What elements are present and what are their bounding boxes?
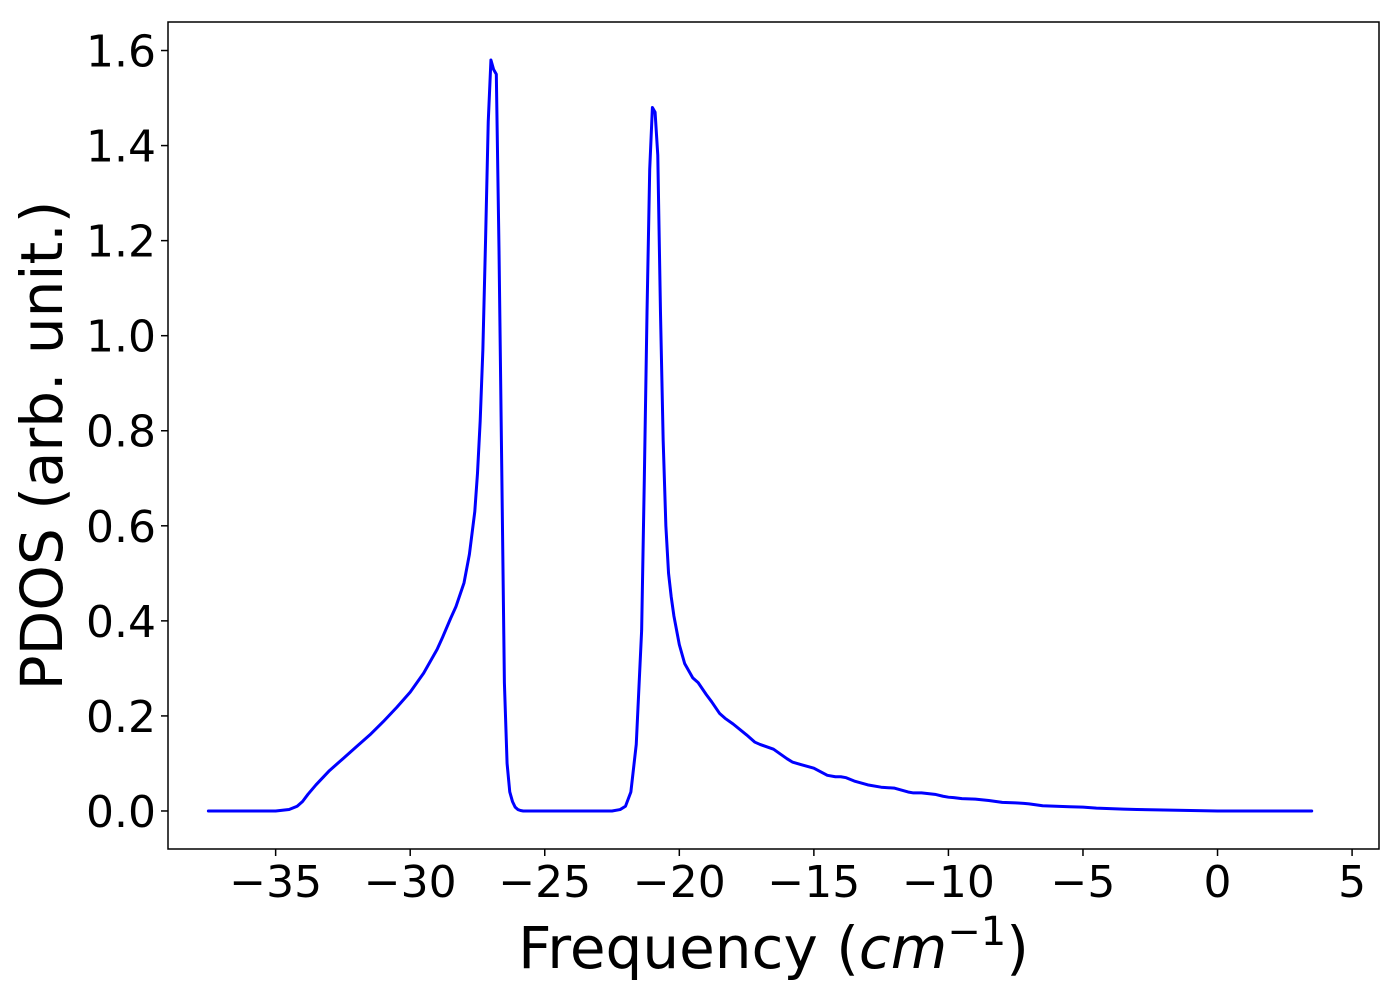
y-tick-label: 1.6 xyxy=(86,27,156,78)
x-tick-label: −10 xyxy=(902,857,995,908)
y-tick-label: 1.2 xyxy=(86,217,156,268)
x-tick-label: −5 xyxy=(1051,857,1116,908)
y-tick-label: 0.8 xyxy=(86,407,156,458)
y-tick-label: 0.2 xyxy=(86,692,156,743)
x-axis-label: Frequency (cm−1) xyxy=(518,909,1029,982)
plot-frame xyxy=(167,21,1380,850)
y-tick-label: 0.6 xyxy=(86,502,156,553)
y-tick-label: 1.0 xyxy=(86,312,156,363)
pdos-series-line xyxy=(206,58,1314,813)
y-tick-label: 0.0 xyxy=(86,787,156,838)
y-tick-label: 1.4 xyxy=(86,122,156,173)
x-tick-label: −20 xyxy=(633,857,726,908)
x-tick-label: −35 xyxy=(229,857,322,908)
plot-area xyxy=(206,58,1314,813)
x-tick-label: −15 xyxy=(767,857,860,908)
x-axis-label-math: cm xyxy=(859,914,947,982)
y-tick-label: 0.4 xyxy=(86,597,156,648)
x-tick-label: 5 xyxy=(1338,857,1366,908)
x-tick-label: −30 xyxy=(364,857,457,908)
x-tick-label: −25 xyxy=(498,857,591,908)
x-axis-label-prefix: Frequency ( xyxy=(518,914,859,982)
x-tick-label: 0 xyxy=(1204,857,1232,908)
x-axis-ticks: −35 −30 −25 −20 −15 −10 −5 0 5 xyxy=(229,849,1366,908)
x-axis-label-superscript: −1 xyxy=(947,909,1006,955)
x-axis-label-suffix: ) xyxy=(1006,914,1029,982)
y-axis-ticks: 0.0 0.2 0.4 0.6 0.8 1.0 1.2 1.4 1.6 xyxy=(86,27,168,838)
y-axis-label: PDOS (arb. unit.) xyxy=(8,201,76,691)
